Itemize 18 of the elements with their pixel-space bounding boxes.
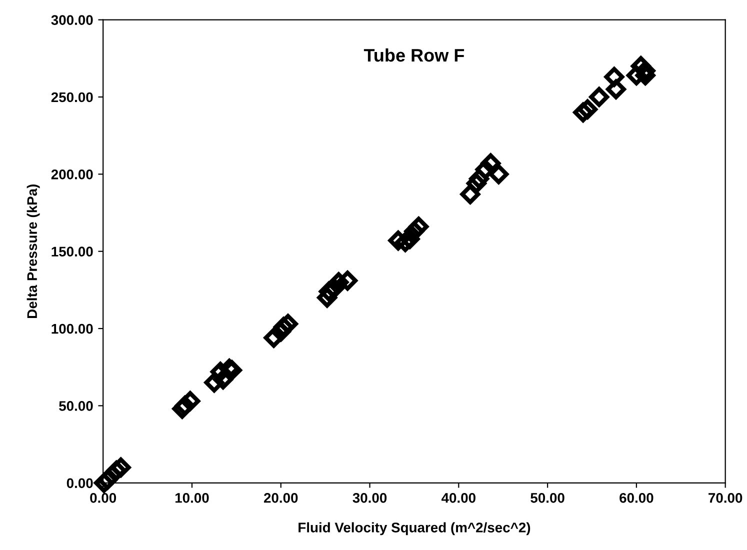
x-tick-label: 20.00 (264, 492, 298, 503)
y-tick-label: 100.00 (52, 324, 93, 334)
x-tick-label: 30.00 (352, 492, 387, 503)
y-axis-title: Delta Pressure (kPa) (26, 184, 40, 318)
y-tick-label: 150.00 (52, 246, 93, 257)
x-axis-title: Fluid Velocity Squared (m^2/sec^2) (298, 522, 530, 536)
y-tick-label: 300.00 (51, 15, 93, 25)
y-tick-label: 0.00 (66, 478, 93, 488)
x-tick-label: 10.00 (175, 492, 209, 503)
x-tick-label: 40.00 (441, 492, 476, 503)
x-tick-label: 70.00 (708, 492, 742, 503)
x-tick-label: 0.00 (90, 492, 116, 503)
text: Tube Row F (364, 48, 464, 62)
y-tick-label: 50.00 (59, 401, 93, 411)
x-tick-label: 60.00 (620, 492, 654, 503)
y-tick-label: 250.00 (51, 92, 93, 102)
y-tick-label: 200.00 (51, 170, 93, 180)
x-tick-label: 50.00 (530, 492, 564, 503)
